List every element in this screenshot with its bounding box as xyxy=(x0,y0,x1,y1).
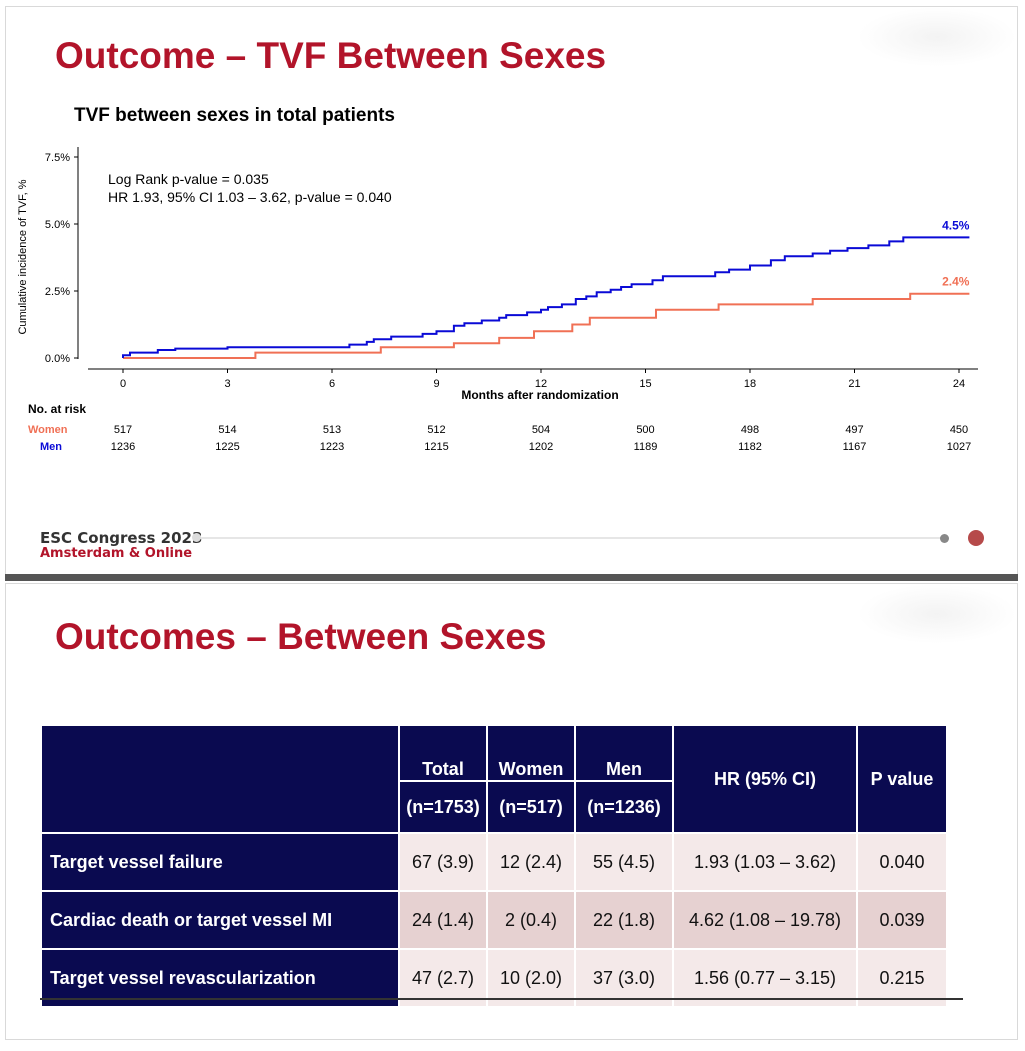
km-chart: 0.0%2.5%5.0%7.5% 0 3 6 9 12 15 18 21 24 Cumulati… xyxy=(17,147,978,453)
table-header-blank xyxy=(40,724,400,834)
y-tick-label: 7.5% xyxy=(45,152,70,164)
series-line-women xyxy=(123,292,970,359)
header-pvalue: P value xyxy=(856,724,948,834)
cell-pvalue: 0.040 xyxy=(856,832,948,892)
end-label-men: 4.5% xyxy=(942,218,970,232)
y-axis-label: Cumulative incidence of TVF, % xyxy=(17,179,29,334)
risk-table-header: No. at risk xyxy=(28,402,86,416)
end-label-women: 2.4% xyxy=(942,275,970,289)
table-bottom-rule xyxy=(40,998,963,1000)
cell-pvalue: 0.039 xyxy=(856,890,948,950)
x-tick-label: 12 xyxy=(535,378,547,390)
footer-brand: ESC Congress 2023 xyxy=(40,529,203,547)
row-label: Cardiac death or target vessel MI xyxy=(40,890,400,950)
risk-value: 1027 xyxy=(947,441,971,453)
risk-value: 497 xyxy=(845,424,863,436)
header-women: Women xyxy=(486,724,576,782)
cell-total: 67 (3.9) xyxy=(398,832,488,892)
annotation-hr: HR 1.93, 95% CI 1.03 – 3.62, p-value = 0… xyxy=(108,189,392,205)
outcomes-table: Total Women Men HR (95% CI) P value (n=1… xyxy=(40,724,948,1008)
cell-men: 37 (3.0) xyxy=(574,948,674,1008)
slide-divider xyxy=(5,574,1018,581)
risk-value: 1167 xyxy=(843,441,867,453)
annotation-logrank: Log Rank p-value = 0.035 xyxy=(108,171,269,187)
x-tick-label: 24 xyxy=(953,378,965,390)
risk-value: 514 xyxy=(218,424,236,436)
progress-dot-start xyxy=(192,533,201,542)
risk-value: 1223 xyxy=(320,441,344,453)
cell-men: 55 (4.5) xyxy=(574,832,674,892)
table-row: Cardiac death or target vessel MI 24 (1.… xyxy=(40,890,948,950)
cell-total: 24 (1.4) xyxy=(398,890,488,950)
cell-women: 2 (0.4) xyxy=(486,890,576,950)
risk-row-label: Men xyxy=(40,441,62,453)
header-total: Total xyxy=(398,724,488,782)
footer-progress-line xyxy=(200,537,945,539)
risk-row-label: Women xyxy=(28,424,68,436)
x-tick-label: 3 xyxy=(224,378,230,390)
risk-value: 1189 xyxy=(634,441,658,453)
chart-title: TVF between sexes in total patients xyxy=(74,105,395,126)
progress-dot-end xyxy=(968,530,984,546)
risk-value: 513 xyxy=(323,424,341,436)
risk-value: 1225 xyxy=(215,441,239,453)
slide-outcomes-table: Outcomes – Between Sexes Total Women Men… xyxy=(5,583,1018,1040)
cell-men: 22 (1.8) xyxy=(574,890,674,950)
risk-value: 1215 xyxy=(424,441,448,453)
risk-value: 1182 xyxy=(738,441,762,453)
footer-subtitle: Amsterdam & Online xyxy=(40,546,193,561)
slide-tvf-chart: Outcome – TVF Between Sexes TVF between … xyxy=(5,6,1018,576)
cell-total: 47 (2.7) xyxy=(398,948,488,1008)
header-women-n: (n=517) xyxy=(486,780,576,834)
x-tick-label: 18 xyxy=(744,378,756,390)
slide-title: Outcomes – Between Sexes xyxy=(55,616,547,657)
header-total-n: (n=1753) xyxy=(398,780,488,834)
table-row: Target vessel failure 67 (3.9) 12 (2.4) … xyxy=(40,832,948,892)
risk-value: 450 xyxy=(950,424,968,436)
y-tick-label: 5.0% xyxy=(45,219,70,231)
cell-women: 12 (2.4) xyxy=(486,832,576,892)
cell-hr: 4.62 (1.08 – 19.78) xyxy=(672,890,858,950)
corner-glow xyxy=(857,7,1017,67)
x-tick-label: 0 xyxy=(120,378,126,390)
risk-value: 500 xyxy=(636,424,654,436)
y-tick-label: 0.0% xyxy=(45,353,70,365)
x-tick-label: 9 xyxy=(433,378,439,390)
series-line-men xyxy=(122,236,970,358)
corner-glow xyxy=(857,584,1017,644)
risk-value: 517 xyxy=(114,424,132,436)
risk-value: 512 xyxy=(427,424,445,436)
header-men-n: (n=1236) xyxy=(574,780,674,834)
risk-value: 504 xyxy=(532,424,550,436)
header-hr: HR (95% CI) xyxy=(672,724,858,834)
risk-value: 1202 xyxy=(529,441,553,453)
x-tick-label: 15 xyxy=(639,378,651,390)
slide-title: Outcome – TVF Between Sexes xyxy=(55,35,607,76)
risk-value: 1236 xyxy=(111,441,135,453)
header-men: Men xyxy=(574,724,674,782)
x-axis-label: Months after randomization xyxy=(461,388,618,402)
y-tick-label: 2.5% xyxy=(45,286,70,298)
x-tick-label: 6 xyxy=(329,378,335,390)
x-tick-label: 21 xyxy=(848,378,860,390)
risk-value: 498 xyxy=(741,424,759,436)
progress-dot-mid xyxy=(940,534,949,543)
cell-hr: 1.93 (1.03 – 3.62) xyxy=(672,832,858,892)
row-label: Target vessel failure xyxy=(40,832,400,892)
